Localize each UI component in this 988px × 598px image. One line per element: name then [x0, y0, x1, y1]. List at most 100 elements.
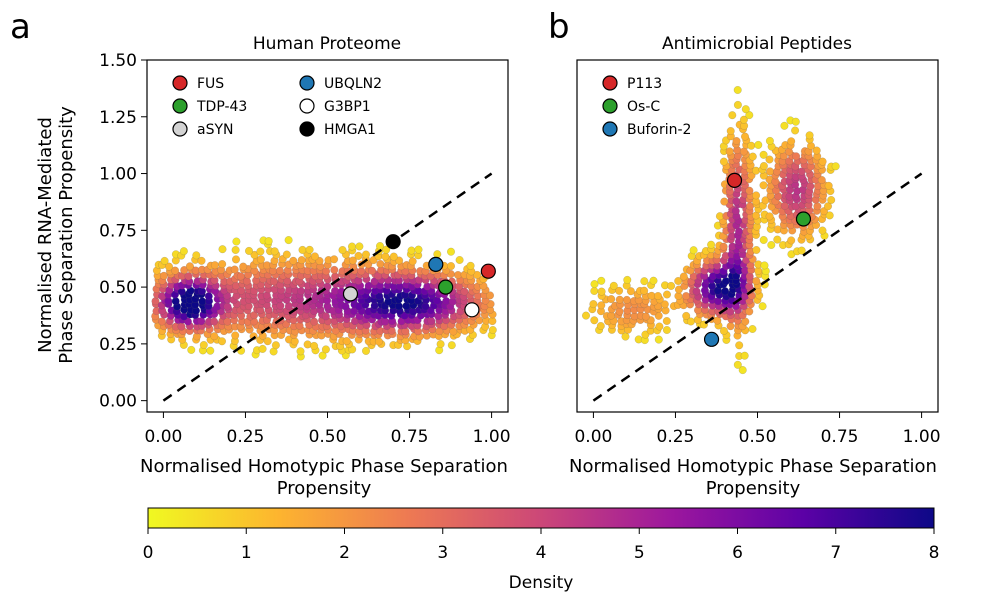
density-point: [590, 316, 599, 325]
density-point: [732, 197, 741, 206]
density-point: [607, 295, 616, 304]
x-tick-label: 0.00: [574, 427, 612, 447]
panel-a-ylabel-line2: Phase Separation Propensity: [56, 106, 77, 364]
density-point: [382, 245, 391, 254]
y-tick-label: 0.00: [99, 392, 137, 412]
density-point: [615, 295, 624, 304]
density-point: [179, 247, 188, 256]
density-point: [674, 285, 683, 294]
legend-label: HMGA1: [324, 122, 376, 138]
density-point: [827, 195, 836, 205]
density-point: [726, 322, 735, 331]
density-point: [361, 346, 371, 355]
density-point: [653, 291, 663, 301]
density-point: [640, 277, 649, 286]
legend-label: FUS: [197, 76, 224, 92]
legend-label: Os-C: [627, 99, 660, 115]
legend-marker: [299, 121, 315, 137]
legend-marker: [172, 75, 188, 91]
density-point: [733, 100, 742, 109]
density-point: [305, 245, 314, 254]
x-tick-label: 0.00: [144, 427, 182, 447]
colorbar-tick-label: 5: [634, 543, 645, 563]
density-point: [447, 341, 456, 350]
legend-marker: [602, 98, 618, 114]
density-point: [765, 212, 774, 221]
density-point: [641, 330, 650, 339]
highlight-point-asyn: [342, 286, 359, 302]
density-point: [367, 266, 377, 275]
legend-label: UBQLN2: [324, 76, 382, 92]
legend-marker: [602, 121, 618, 137]
density-point: [164, 262, 174, 271]
density-point: [791, 117, 800, 126]
density-point: [615, 286, 624, 295]
density-point: [733, 360, 742, 369]
x-tick-label: 0.75: [391, 427, 429, 447]
density-point: [682, 311, 691, 320]
density-point: [825, 211, 834, 220]
density-point: [284, 236, 293, 245]
density-point: [217, 337, 227, 346]
density-point: [831, 162, 840, 171]
density-point: [623, 275, 632, 284]
density-point: [269, 277, 278, 286]
panel-a-x-ticks: 0.00 0.25 0.50 0.75 1.00: [144, 412, 511, 447]
panel-b-points: [581, 85, 840, 375]
density-point: [692, 287, 701, 296]
colorbar-label: Density: [509, 573, 574, 593]
density-point: [321, 312, 330, 321]
x-tick-label: 1.00: [903, 427, 941, 447]
density-point: [806, 182, 815, 191]
highlight-point-g3bp1: [464, 302, 480, 318]
density-point: [321, 345, 330, 354]
y-tick-label: 1.50: [99, 51, 137, 71]
density-point: [151, 297, 160, 306]
density-point: [204, 292, 213, 301]
panel-b-diagonal: [592, 172, 923, 402]
density-point: [185, 262, 194, 271]
density-point: [581, 311, 591, 320]
density-point: [330, 255, 339, 264]
colorbar-tick-label: 2: [339, 543, 350, 563]
density-point: [791, 126, 800, 135]
density-point: [171, 297, 180, 306]
density-point: [184, 272, 193, 281]
density-point: [310, 341, 319, 350]
density-point: [721, 287, 730, 296]
y-tick-label: 1.25: [99, 108, 137, 128]
density-point: [298, 245, 307, 254]
density-point: [735, 341, 744, 350]
density-point: [318, 351, 327, 360]
density-point: [752, 277, 761, 286]
panel-a-ylabel-line1: Normalised RNA-Mediated: [35, 117, 56, 353]
legend-marker: [299, 98, 315, 114]
panel-b: b Antimicrobial Peptides 0.00 0.25 0.50 0.7…: [548, 7, 941, 499]
panel-label-a: a: [10, 7, 31, 47]
density-point: [787, 236, 796, 245]
colorbar-tick-label: 3: [437, 543, 448, 563]
density-point: [198, 297, 207, 306]
density-point: [745, 186, 754, 195]
density-point: [381, 252, 390, 261]
density-point: [197, 256, 206, 265]
density-point: [389, 252, 398, 261]
density-point: [177, 322, 186, 331]
density-point: [282, 250, 291, 259]
density-point: [436, 340, 445, 349]
density-point: [760, 261, 769, 270]
density-point: [733, 85, 742, 95]
density-point: [765, 155, 774, 164]
legend-label: TDP-43: [196, 99, 247, 115]
density-point: [354, 251, 363, 260]
density-point: [250, 250, 259, 259]
density-point: [256, 247, 265, 256]
density-point: [626, 287, 635, 296]
x-tick-label: 0.75: [821, 427, 859, 447]
panel-b-xlabel-line1: Normalised Homotypic Phase Separation: [569, 456, 937, 477]
density-point: [813, 202, 822, 211]
density-point: [289, 256, 298, 265]
density-point: [473, 270, 482, 279]
density-point: [805, 131, 814, 140]
colorbar-tick-label: 1: [241, 543, 252, 563]
